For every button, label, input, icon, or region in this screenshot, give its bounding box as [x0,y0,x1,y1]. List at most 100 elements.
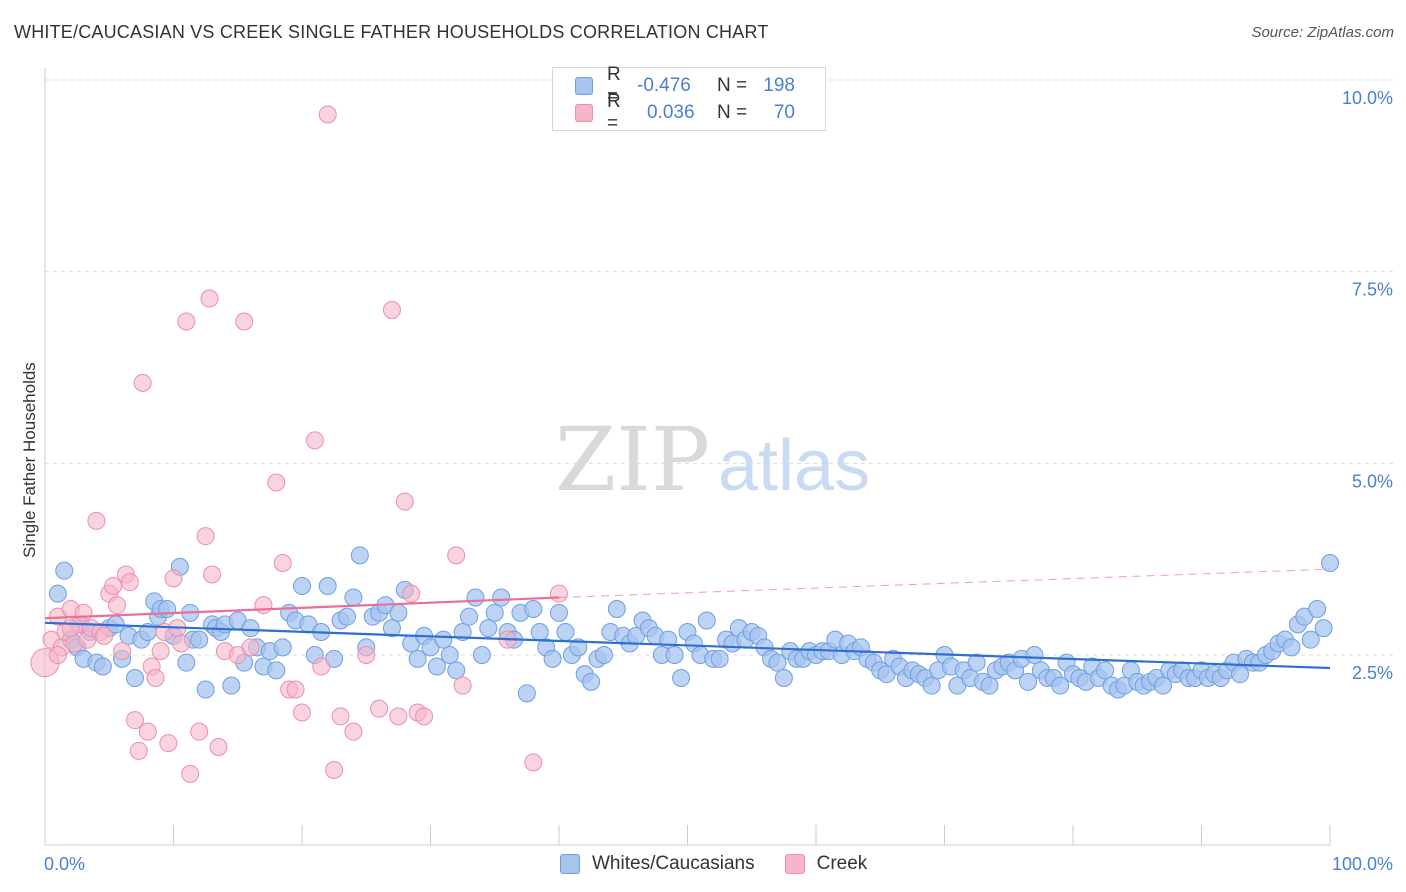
data-point-creek [95,626,114,645]
data-point-creek [312,657,331,676]
x-tick-label: 100.0% [1332,854,1393,874]
data-point-whites [967,653,986,672]
data-point-whites [1051,676,1070,695]
data-point-creek [120,573,139,592]
data-point-whites [222,676,241,695]
data-point-creek [524,753,543,772]
data-point-whites [1282,638,1301,657]
data-point-whites [48,584,67,603]
data-point-whites [1153,676,1172,695]
data-point-creek [453,676,472,695]
data-point-creek [181,764,200,783]
y-tick-label: 10.0% [1342,88,1393,108]
data-point-whites [350,546,369,565]
legend-item-creek[interactable]: Creek [784,853,868,875]
n-value: 70 [773,102,795,123]
n-label: N = [717,75,748,96]
r-value: 0.036 [647,102,695,123]
data-point-whites [556,623,575,641]
data-point-creek [164,569,183,588]
data-point-whites [768,653,787,672]
stats-legend: R = -0.476 N = 198 R = 0.036 N = 70 [552,64,826,134]
r-label: R = [607,64,621,107]
data-point-creek [395,492,414,511]
data-point-whites [980,676,999,695]
data-point-creek [61,619,80,638]
data-point-creek [129,741,148,760]
data-point-whites [389,603,408,622]
series-creek-points [30,105,568,783]
legend-label-creek: Creek [816,853,868,874]
data-point-creek [357,646,376,664]
data-point-whites [1301,630,1320,649]
data-point-creek [415,707,434,726]
data-point-whites [1314,619,1333,638]
data-point-creek [104,577,123,595]
data-point-whites [196,680,215,699]
data-point-creek [267,473,286,492]
data-point-whites [125,669,144,687]
data-point-whites [241,619,260,638]
data-point-whites [408,649,427,668]
trend-line-creek [44,596,560,620]
data-point-whites [607,600,626,618]
data-point-whites [665,646,684,664]
data-point-whites [922,676,941,695]
data-point-whites [318,577,337,595]
legend-item-whites[interactable]: Whites/Caucasians [560,853,755,875]
data-point-whites [382,619,401,638]
data-point-whites [472,646,491,664]
n-label: N = [717,102,748,123]
trend-line-creek-extension [558,568,1331,598]
data-point-creek [200,289,219,308]
data-point-creek [325,761,344,779]
data-point-creek [113,642,132,661]
data-point-creek [196,527,215,546]
watermark-atlas: atlas [718,426,870,506]
r-value: -0.476 [637,75,691,96]
data-point-whites [293,577,311,595]
data-point-whites [337,607,356,626]
data-point-creek [133,373,152,392]
watermark-zip: ZIP [555,408,710,511]
data-point-creek [331,707,350,726]
data-point-whites [672,669,691,687]
data-point-whites [453,623,472,641]
data-point-whites [1025,646,1044,664]
data-point-whites [774,669,793,687]
y-axis-label: Single Father Households [20,362,39,558]
data-point-creek [344,722,363,741]
data-point-whites [177,653,196,672]
data-point-whites [55,561,74,580]
trend-line-whites [44,621,1331,670]
chart-title: WHITE/CAUCASIAN VS CREEK SINGLE FATHER H… [14,22,769,42]
data-point-whites [158,600,177,618]
r-label: R = [607,91,621,134]
creek-legend-swatch [784,854,805,874]
data-point-creek [370,699,389,718]
axes [44,68,1331,846]
gridlines [45,79,1393,656]
data-point-whites [524,600,543,618]
data-point-creek [48,646,67,664]
data-point-whites [479,619,498,638]
data-point-whites [569,638,588,657]
data-point-whites [485,603,504,622]
stats-row-creek: R = 0.036 N = 70 [575,91,795,134]
data-point-whites [492,588,511,607]
data-point-whites [1321,554,1339,572]
legend-label-whites: Whites/Caucasians [592,853,755,874]
data-point-creek [209,738,228,756]
data-point-whites [460,607,479,626]
data-point-creek [203,565,222,584]
data-point-whites [517,684,536,703]
data-point-whites [1019,672,1038,691]
data-point-creek [318,105,337,124]
data-point-creek [447,546,466,565]
data-point-creek [402,584,421,603]
data-point-creek [382,301,401,319]
data-point-creek [389,707,408,726]
whites-legend-swatch [560,854,580,874]
series-whites-points [48,546,1339,703]
